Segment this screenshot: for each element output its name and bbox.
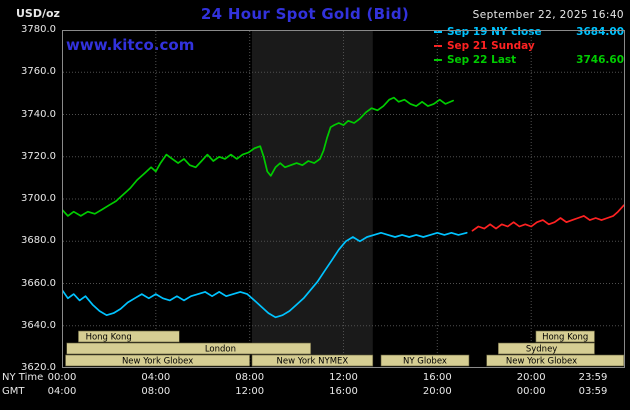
price-line-sep-22-last-3746-60 [62, 96, 454, 217]
market-session-box [251, 354, 374, 367]
y-axis-tick-label: 3640.0 [21, 319, 56, 331]
y-axis-tick-label: 3780.0 [21, 24, 56, 35]
legend-value: 3746.60 [576, 54, 624, 66]
price-line-sep-21-sunday [471, 204, 625, 232]
market-session-label: New York NYMEX [277, 357, 349, 367]
y-axis-tick-label: 3760.0 [21, 66, 56, 78]
datetime-label: September 22, 2025 16:40 [472, 9, 624, 21]
x-axis-ny-tick-label: 16:00 [422, 372, 452, 383]
market-session-label: New York Globex [506, 357, 577, 367]
legend-item: Sep 19 NY close 3684.00 [434, 25, 624, 39]
legend-label: Sep 22 Last [447, 54, 517, 66]
y-axis-tick-label: 3740.0 [21, 108, 56, 120]
market-session-label: London [205, 345, 236, 355]
x-axis-ny-tick-label: 23:59 [578, 372, 608, 383]
y-axis-tick-label: 3680.0 [21, 235, 56, 247]
x-axis-ny-tick-label: 04:00 [141, 372, 171, 383]
legend-item: Sep 22 Last 3746.60 [434, 53, 624, 67]
legend-line-swatch-icon [434, 31, 442, 33]
market-session-box [497, 342, 595, 355]
x-axis-gmt-tick-label: 08:00 [141, 386, 171, 397]
x-axis-gmt-tick-label: 20:00 [422, 386, 452, 397]
x-axis-gmt-tick-label: 12:00 [235, 386, 265, 397]
market-session-box [78, 330, 180, 343]
market-session-label: Hong Kong [542, 333, 588, 343]
market-session-label: Sydney [526, 345, 557, 355]
market-session-box [486, 354, 625, 367]
market-session-box [380, 354, 470, 367]
gmt-axis-label: GMT [2, 386, 25, 397]
x-axis-ny-tick-label: 12:00 [329, 372, 358, 383]
ny-time-axis-label: NY Time [2, 372, 44, 383]
y-axis-units-label: USD/oz [16, 7, 60, 20]
x-axis-ny-tick-label: 00:00 [47, 372, 77, 383]
legend-item: Sep 21 Sunday [434, 39, 624, 53]
legend-label: Sep 21 Sunday [447, 40, 535, 52]
x-axis-ny-tick-label: 08:00 [235, 372, 265, 383]
market-session-label: New York Globex [122, 357, 193, 367]
legend-line-swatch-icon [434, 45, 442, 47]
plot-border [62, 30, 625, 368]
market-session-box [65, 354, 250, 367]
legend-line-swatch-icon [434, 59, 442, 61]
market-session-label: NY Globex [403, 357, 447, 367]
market-session-box [535, 330, 595, 343]
x-axis-gmt-tick-label: 00:00 [516, 386, 546, 397]
page-title: 24 Hour Spot Gold (Bid) [200, 5, 410, 23]
market-session-box [66, 342, 311, 355]
legend: Sep 19 NY close 3684.00 Sep 21 Sunday Sep 2… [434, 25, 624, 67]
y-axis-tick-label: 3720.0 [21, 150, 56, 162]
x-axis-gmt-tick-label: 03:59 [578, 386, 608, 397]
price-line-sep-19-ny-close-3684-00 [62, 231, 468, 319]
y-axis-tick-label: 3620.0 [21, 362, 56, 373]
x-axis-ny-tick-label: 20:00 [516, 372, 546, 383]
y-axis-tick-label: 3660.0 [21, 277, 56, 289]
kitco-watermark-link[interactable]: www.kitco.com [66, 36, 195, 54]
plot-area: Hong Kong Hong Kong London Sydney New York G… [62, 30, 625, 368]
market-session-label: Hong Kong [86, 333, 132, 343]
gold-price-chart: Hong Kong Hong Kong London Sydney New York G… [62, 30, 625, 368]
legend-value: 3684.00 [576, 26, 624, 38]
y-axis-tick-label: 3700.0 [21, 193, 56, 204]
x-axis-gmt-tick-label: 16:00 [329, 386, 358, 397]
x-axis-gmt-tick-label: 04:00 [47, 386, 77, 397]
legend-label: Sep 19 NY close [447, 26, 542, 38]
